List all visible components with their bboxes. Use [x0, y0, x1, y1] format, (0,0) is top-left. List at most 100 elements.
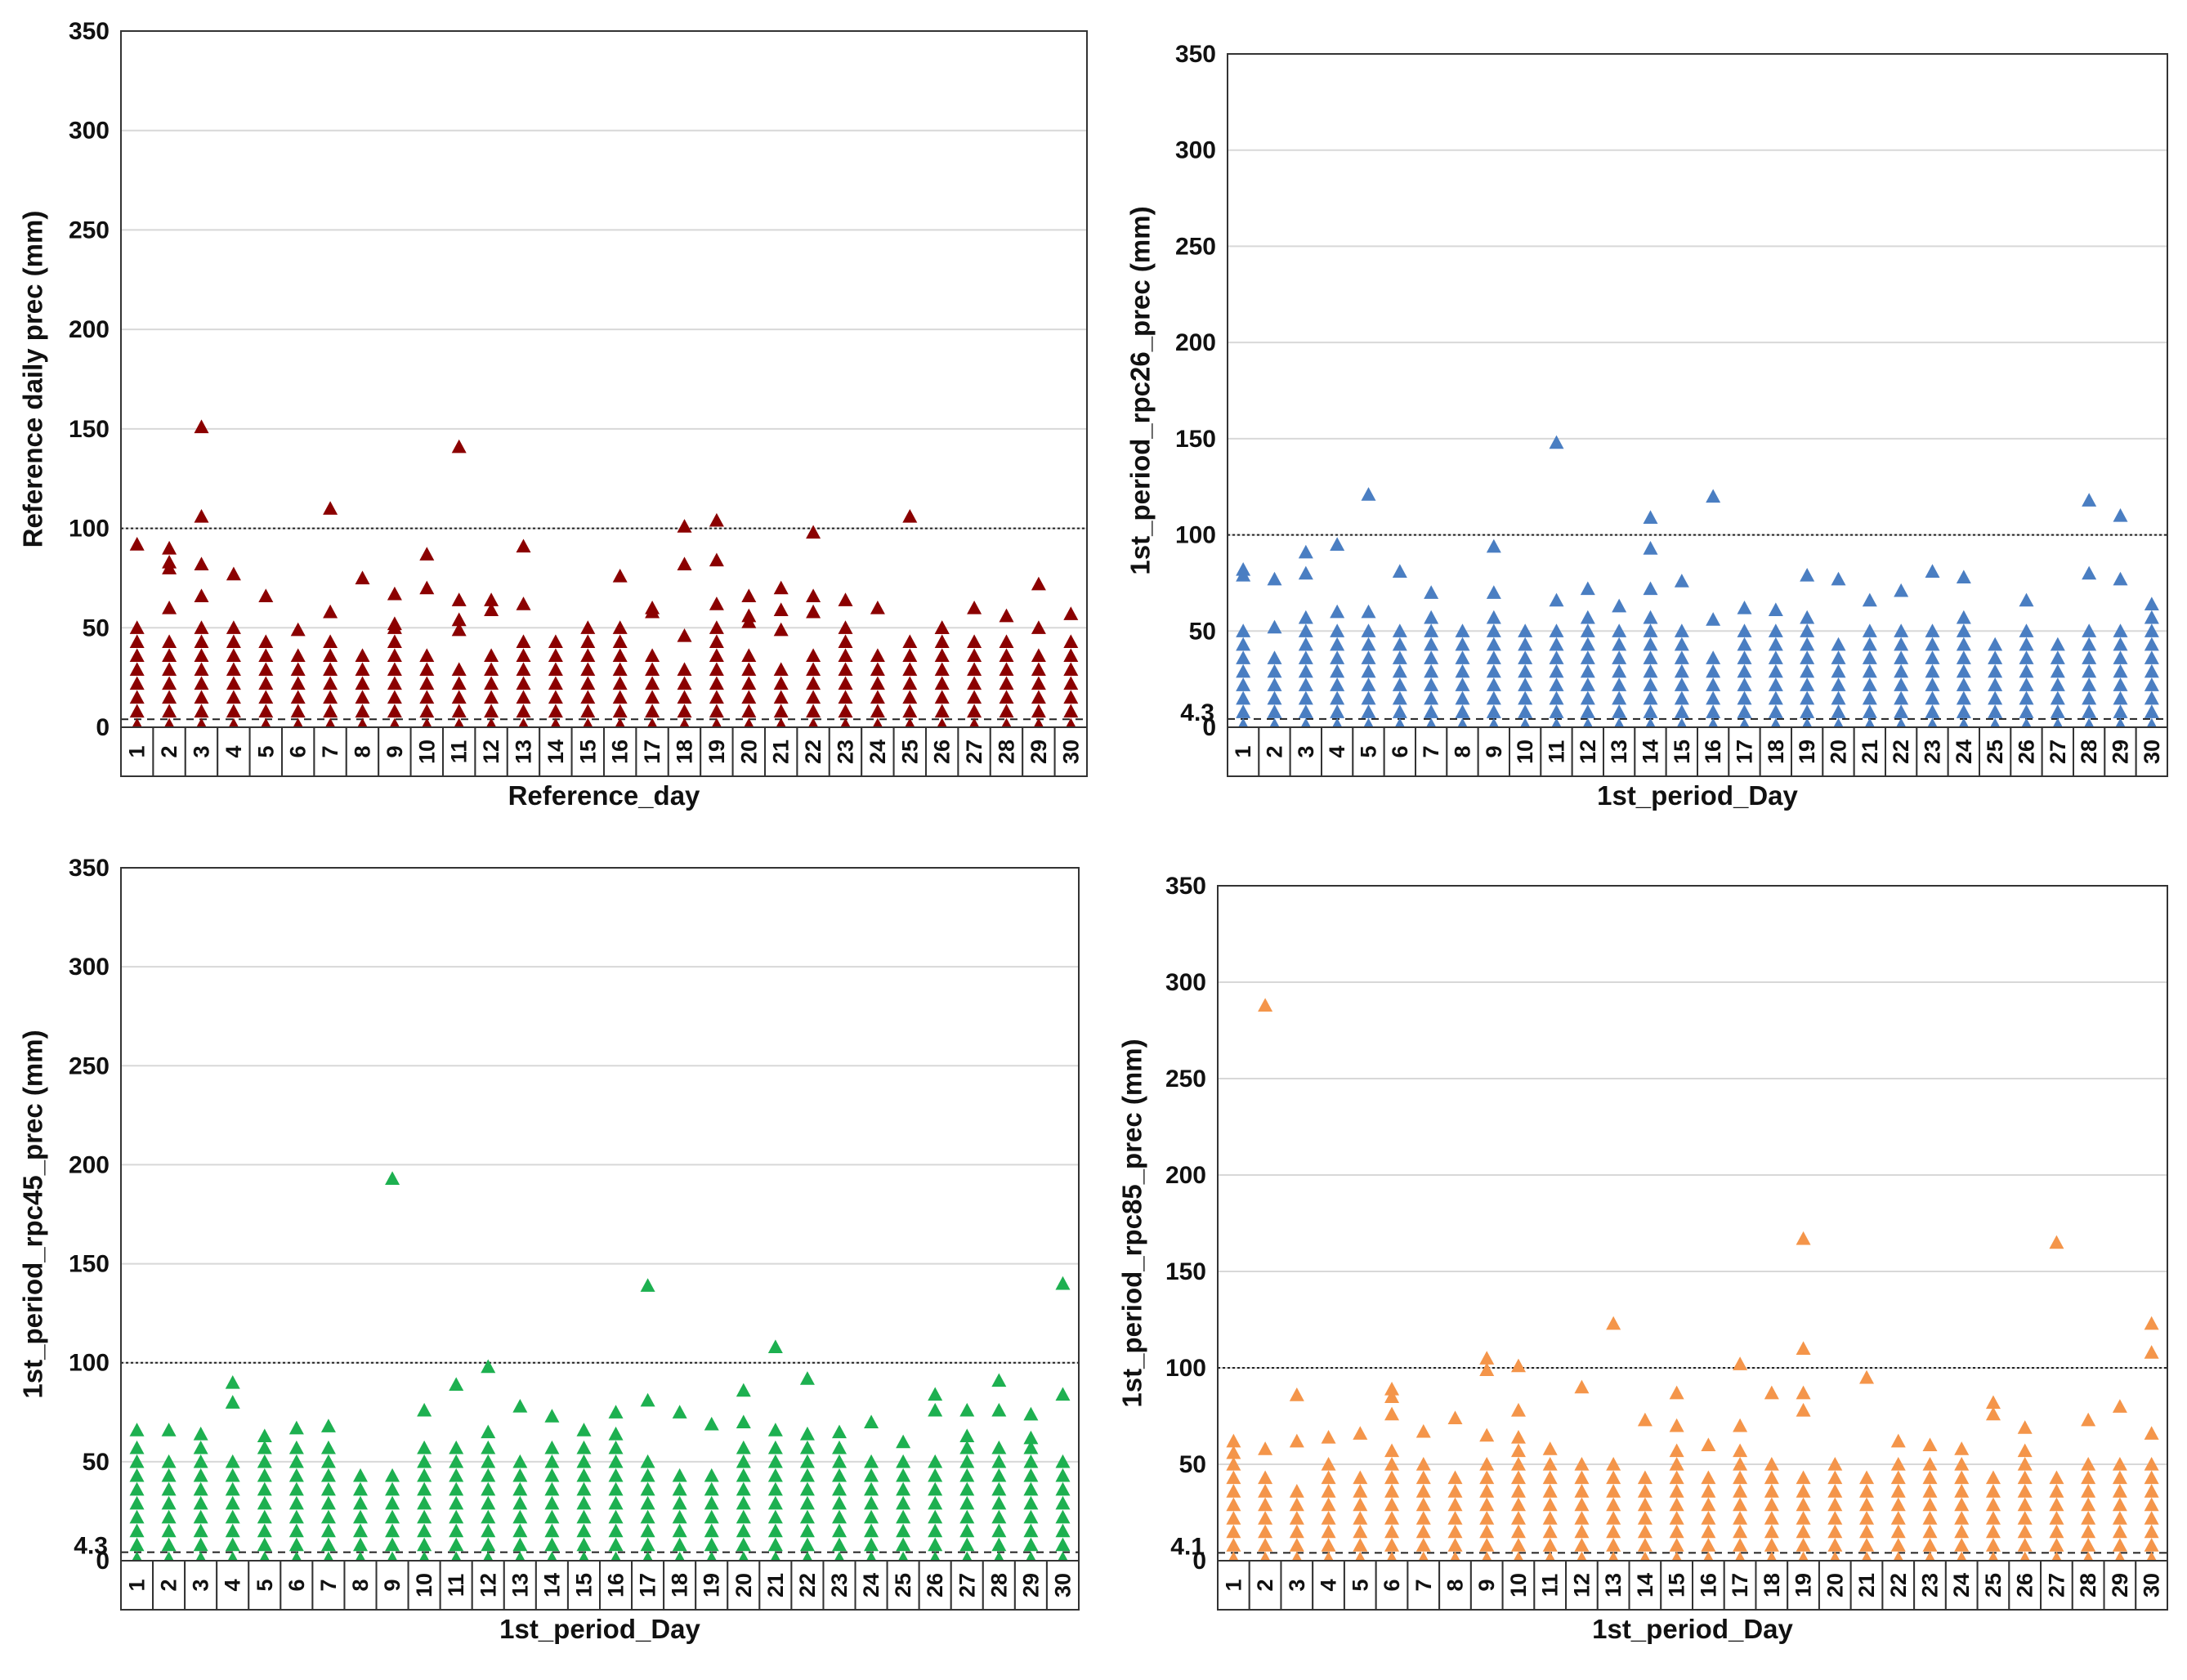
- data-point: [806, 604, 821, 619]
- x-tick-label: 16: [1701, 739, 1725, 764]
- data-point: [806, 690, 821, 704]
- data-point: [773, 704, 789, 718]
- data-point: [481, 1454, 496, 1468]
- x-tick-box: [1289, 726, 1322, 777]
- data-point: [481, 1440, 496, 1454]
- data-point: [576, 1440, 592, 1454]
- data-point: [162, 561, 177, 574]
- x-tick-box: [764, 726, 798, 777]
- data-point: [2082, 664, 2097, 678]
- data-point: [226, 566, 241, 581]
- data-point: [161, 1468, 177, 1482]
- data-point: [2082, 690, 2097, 705]
- data-point: [548, 648, 563, 663]
- data-point: [608, 1468, 624, 1482]
- data-point: [736, 1414, 751, 1429]
- data-point: [832, 1495, 847, 1510]
- data-point: [1894, 583, 1909, 597]
- data-point: [2019, 704, 2034, 718]
- data-point: [902, 508, 918, 523]
- data-point: [736, 1481, 751, 1496]
- data-point: [1542, 1538, 1558, 1552]
- data-point: [608, 1454, 624, 1468]
- data-point: [967, 634, 982, 648]
- data-point: [449, 1440, 464, 1454]
- x-tick-label: 13: [508, 1573, 532, 1597]
- data-point: [2049, 1484, 2064, 1498]
- x-tick-label: 29: [1026, 739, 1051, 764]
- data-point: [902, 704, 918, 718]
- data-point: [1764, 1484, 1779, 1498]
- x-tick-label: 20: [1822, 1573, 1847, 1597]
- data-point: [225, 1374, 240, 1389]
- data-point: [1706, 690, 1721, 705]
- data-point: [767, 1339, 783, 1353]
- data-point: [1890, 1524, 1906, 1539]
- x-tick-label: 3: [190, 745, 214, 757]
- data-point: [1800, 690, 1815, 705]
- data-point: [928, 1537, 943, 1552]
- data-point: [902, 648, 918, 663]
- data-point: [773, 690, 789, 704]
- data-point: [1831, 571, 1846, 586]
- data-point: [767, 1454, 783, 1468]
- x-tick-label: 24: [1952, 739, 1976, 764]
- x-tick-box: [950, 1560, 984, 1611]
- data-point: [1424, 704, 1439, 718]
- data-point: [449, 1454, 464, 1468]
- x-tick-box: [918, 1560, 952, 1611]
- data-point: [959, 1454, 975, 1468]
- data-point: [1733, 1443, 1748, 1458]
- data-point: [1353, 1470, 1368, 1485]
- data-point: [225, 1495, 240, 1510]
- data-point: [709, 676, 724, 690]
- data-point: [1894, 664, 1909, 678]
- data-point: [1859, 1511, 1875, 1525]
- data-point: [129, 662, 145, 677]
- y-tick-label: 50: [83, 1449, 110, 1476]
- data-point: [1701, 1470, 1716, 1485]
- data-point: [1542, 1441, 1558, 1455]
- x-tick-label: 2: [1253, 1579, 1277, 1591]
- data-point: [1831, 690, 1846, 705]
- data-point: [1737, 623, 1752, 637]
- x-axis-title: 1st_period_Day: [1592, 1614, 1793, 1644]
- y-tick-label: 300: [1165, 969, 1206, 996]
- data-point: [967, 676, 982, 690]
- data-point: [419, 580, 435, 595]
- data-point: [1542, 1484, 1558, 1498]
- data-point: [2082, 650, 2097, 664]
- data-point: [1701, 1484, 1716, 1498]
- data-point: [1289, 1387, 1304, 1401]
- data-point: [1800, 637, 1815, 651]
- data-point: [1733, 1497, 1748, 1512]
- data-point: [896, 1537, 911, 1552]
- data-point: [417, 1468, 432, 1482]
- data-point: [896, 1523, 911, 1538]
- data-point: [544, 1537, 560, 1552]
- data-point: [959, 1468, 975, 1482]
- data-point: [1580, 677, 1595, 691]
- x-tick-label: 11: [1545, 740, 1569, 764]
- data-point: [193, 1495, 208, 1510]
- data-point: [2017, 1497, 2033, 1512]
- data-point: [1706, 612, 1721, 626]
- x-tick-label: 22: [795, 1573, 820, 1597]
- data-point: [484, 704, 499, 718]
- data-point: [194, 419, 209, 434]
- x-tick-box: [1596, 1560, 1630, 1611]
- data-point: [257, 1537, 272, 1552]
- y-tick-label: 100: [1165, 1355, 1206, 1382]
- x-tick-label: 9: [1474, 1579, 1499, 1591]
- data-point: [838, 648, 853, 663]
- data-point: [1988, 650, 2003, 664]
- y-tick-label: 200: [1165, 1162, 1206, 1189]
- data-point: [1890, 1511, 1906, 1525]
- data-point: [1479, 1351, 1495, 1365]
- data-point: [353, 1537, 368, 1552]
- data-point: [481, 1509, 496, 1524]
- data-point: [1669, 1497, 1684, 1512]
- data-point: [1831, 704, 1846, 718]
- data-point: [320, 1481, 336, 1496]
